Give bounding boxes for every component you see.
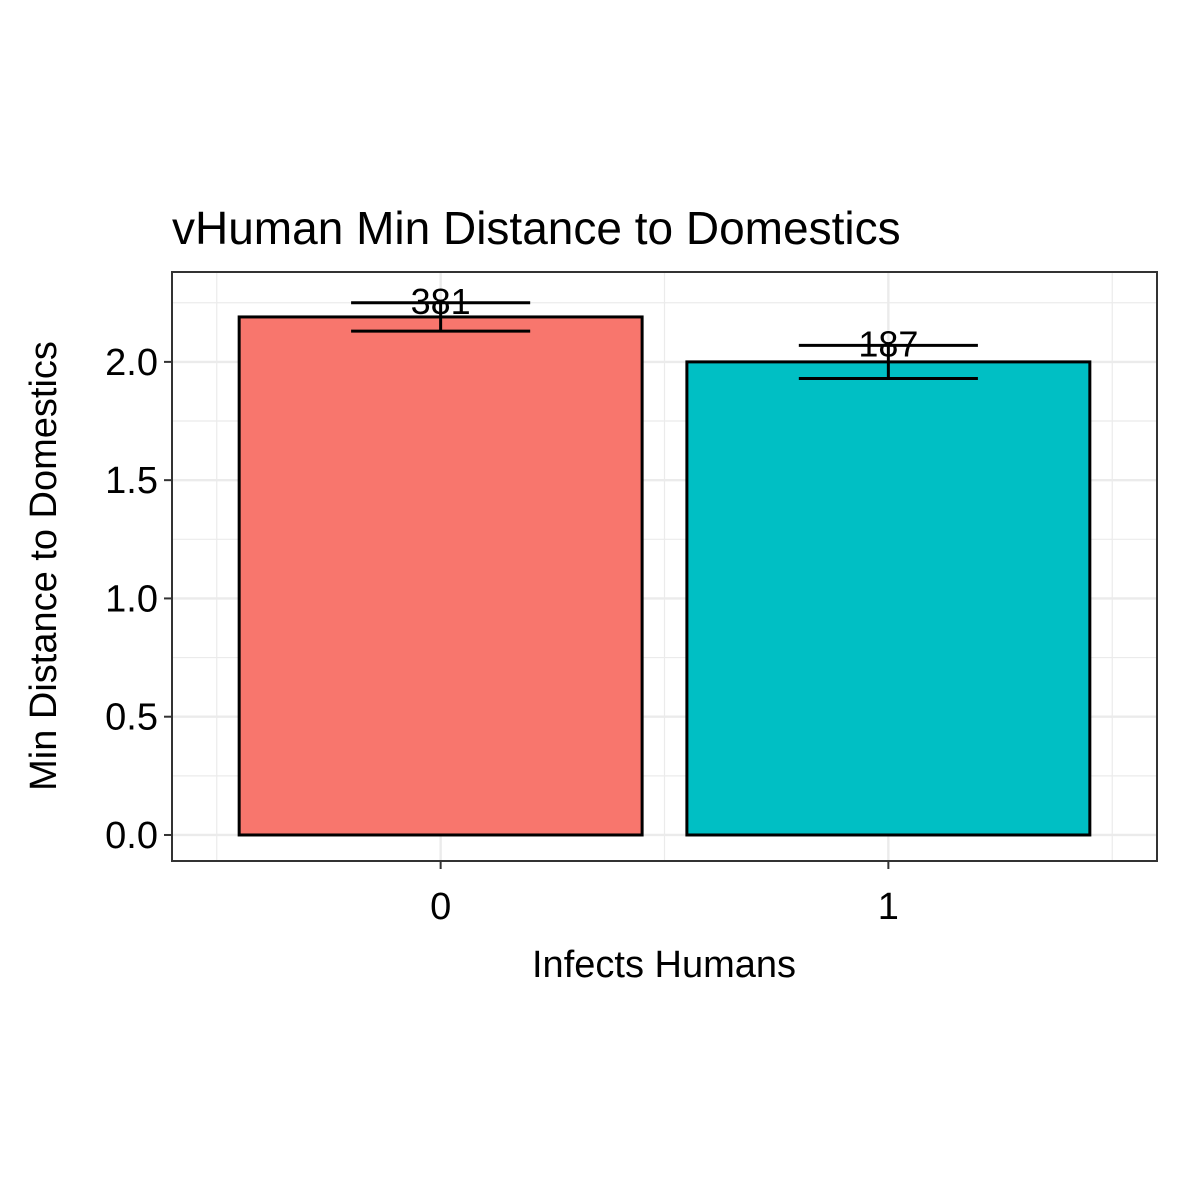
bar-1 [685, 360, 1092, 837]
y-tick-label: 1.0 [105, 578, 158, 620]
count-label: 187 [858, 323, 918, 364]
y-tick-label: 0.0 [105, 815, 158, 857]
bar-0 [237, 315, 644, 837]
x-tick-label: 1 [878, 886, 899, 928]
plot-panel-border [171, 271, 1158, 862]
y-tick-label: 1.5 [105, 460, 158, 502]
x-tick-label: 0 [430, 886, 451, 928]
y-axis-ticks: 0.0 0.5 1.0 1.5 2.0 [105, 342, 172, 857]
y-tick-label: 0.5 [105, 697, 158, 739]
error-bars [351, 301, 978, 380]
chart-title: vHuman Min Distance to Domestics [172, 202, 901, 254]
y-tick-label: 2.0 [105, 342, 158, 384]
x-axis-label: Infects Humans [532, 944, 796, 986]
y-axis-label: Min Distance to Domestics [23, 341, 65, 791]
data-labels: 381 187 [411, 281, 919, 365]
bars [237, 315, 1092, 837]
count-label: 381 [411, 281, 471, 322]
